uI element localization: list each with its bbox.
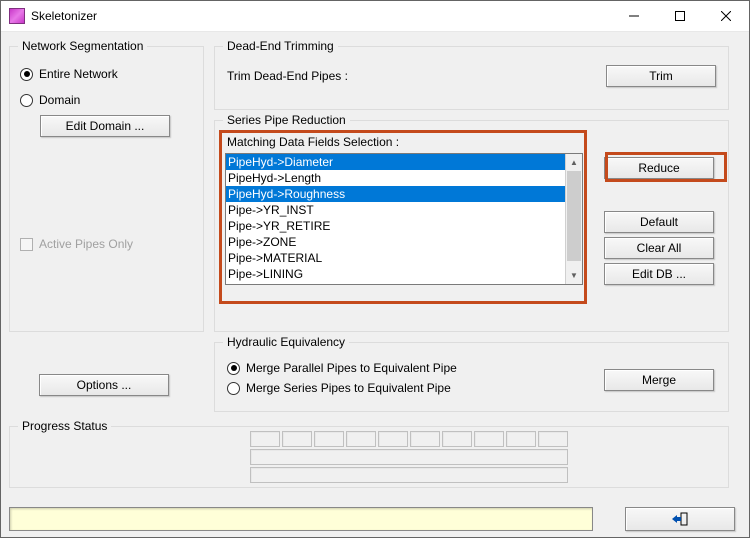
scroll-thumb[interactable] (567, 171, 581, 261)
dead-end-group: Dead-End Trimming Trim Dead-End Pipes : … (214, 46, 729, 110)
reduce-label: Reduce (638, 161, 679, 175)
radio-icon (20, 68, 33, 81)
merge-series-label: Merge Series Pipes to Equivalent Pipe (246, 381, 451, 395)
hydraulic-title: Hydraulic Equivalency (223, 335, 349, 349)
minimize-button[interactable] (611, 1, 657, 31)
window-title: Skeletonizer (31, 9, 611, 23)
edit-domain-button[interactable]: Edit Domain ... (40, 115, 170, 137)
progress-segment (474, 431, 504, 447)
domain-label: Domain (39, 93, 80, 107)
progress-segment (506, 431, 536, 447)
clear-all-button[interactable]: Clear All (604, 237, 714, 259)
domain-radio[interactable]: Domain (20, 93, 193, 107)
radio-icon (20, 94, 33, 107)
options-button[interactable]: Options ... (39, 374, 169, 396)
merge-series-radio[interactable]: Merge Series Pipes to Equivalent Pipe (227, 381, 457, 395)
network-segmentation-group: Network Segmentation Entire Network Doma… (9, 46, 204, 332)
client-area: Network Segmentation Entire Network Doma… (1, 32, 749, 537)
progress-segment (282, 431, 312, 447)
progress-segment (250, 431, 280, 447)
series-title: Series Pipe Reduction (223, 113, 350, 127)
progress-segments (250, 431, 568, 447)
merge-label: Merge (642, 373, 676, 387)
list-item[interactable]: Pipe->YR_INST (226, 202, 565, 218)
exit-icon (672, 512, 688, 526)
entire-network-label: Entire Network (39, 67, 118, 81)
list-inner: PipeHyd->DiameterPipeHyd->LengthPipeHyd-… (226, 154, 565, 284)
dead-end-title: Dead-End Trimming (223, 39, 338, 53)
app-icon (9, 8, 25, 24)
edit-db-button[interactable]: Edit DB ... (604, 263, 714, 285)
options-label: Options ... (77, 378, 132, 392)
exit-button[interactable] (625, 507, 735, 531)
close-button[interactable] (703, 1, 749, 31)
listbox-scrollbar[interactable]: ▲ ▼ (565, 154, 582, 284)
default-label: Default (640, 215, 678, 229)
list-item[interactable]: PipeHyd->Length (226, 170, 565, 186)
scroll-up-icon[interactable]: ▲ (566, 154, 582, 171)
trim-button-label: Trim (649, 69, 673, 83)
scroll-down-icon[interactable]: ▼ (566, 267, 582, 284)
edit-db-label: Edit DB ... (632, 267, 686, 281)
default-button[interactable]: Default (604, 211, 714, 233)
series-reduction-group: Series Pipe Reduction Matching Data Fiel… (214, 120, 729, 332)
progress-bar-1 (250, 449, 568, 465)
reduce-button[interactable]: Reduce (604, 157, 714, 179)
progress-segment (346, 431, 376, 447)
merge-parallel-radio[interactable]: Merge Parallel Pipes to Equivalent Pipe (227, 361, 457, 375)
checkbox-icon (20, 238, 33, 251)
list-item[interactable]: Pipe->LINING (226, 266, 565, 282)
matching-fields-label: Matching Data Fields Selection : (227, 135, 399, 149)
list-item[interactable]: Pipe->MATERIAL (226, 250, 565, 266)
list-item[interactable]: Pipe->ZONE (226, 234, 565, 250)
edit-domain-label: Edit Domain ... (66, 119, 145, 133)
progress-bar-2 (250, 467, 568, 483)
radio-icon (227, 362, 240, 375)
network-segmentation-title: Network Segmentation (18, 39, 147, 53)
list-item[interactable]: PipeHyd->Diameter (226, 154, 565, 170)
progress-segment (378, 431, 408, 447)
app-window: Skeletonizer Network Segmentation Entire… (0, 0, 750, 538)
trim-label: Trim Dead-End Pipes : (227, 69, 606, 83)
merge-parallel-label: Merge Parallel Pipes to Equivalent Pipe (246, 361, 457, 375)
clear-all-label: Clear All (637, 241, 682, 255)
progress-title: Progress Status (18, 419, 111, 433)
progress-segment (442, 431, 472, 447)
progress-segment (410, 431, 440, 447)
radio-icon (227, 382, 240, 395)
entire-network-radio[interactable]: Entire Network (20, 67, 193, 81)
merge-button[interactable]: Merge (604, 369, 714, 391)
status-field[interactable] (9, 507, 593, 531)
trim-button[interactable]: Trim (606, 65, 716, 87)
active-pipes-label: Active Pipes Only (39, 237, 133, 251)
list-item[interactable]: PipeHyd->Roughness (226, 186, 565, 202)
maximize-button[interactable] (657, 1, 703, 31)
progress-segment (314, 431, 344, 447)
progress-group: Progress Status (9, 426, 729, 488)
list-item[interactable]: Pipe->YR_RETIRE (226, 218, 565, 234)
active-pipes-checkbox[interactable]: Active Pipes Only (20, 237, 193, 251)
hydraulic-group: Hydraulic Equivalency Merge Parallel Pip… (214, 342, 729, 412)
titlebar: Skeletonizer (1, 1, 749, 32)
progress-segment (538, 431, 568, 447)
fields-listbox[interactable]: PipeHyd->DiameterPipeHyd->LengthPipeHyd-… (225, 153, 583, 285)
